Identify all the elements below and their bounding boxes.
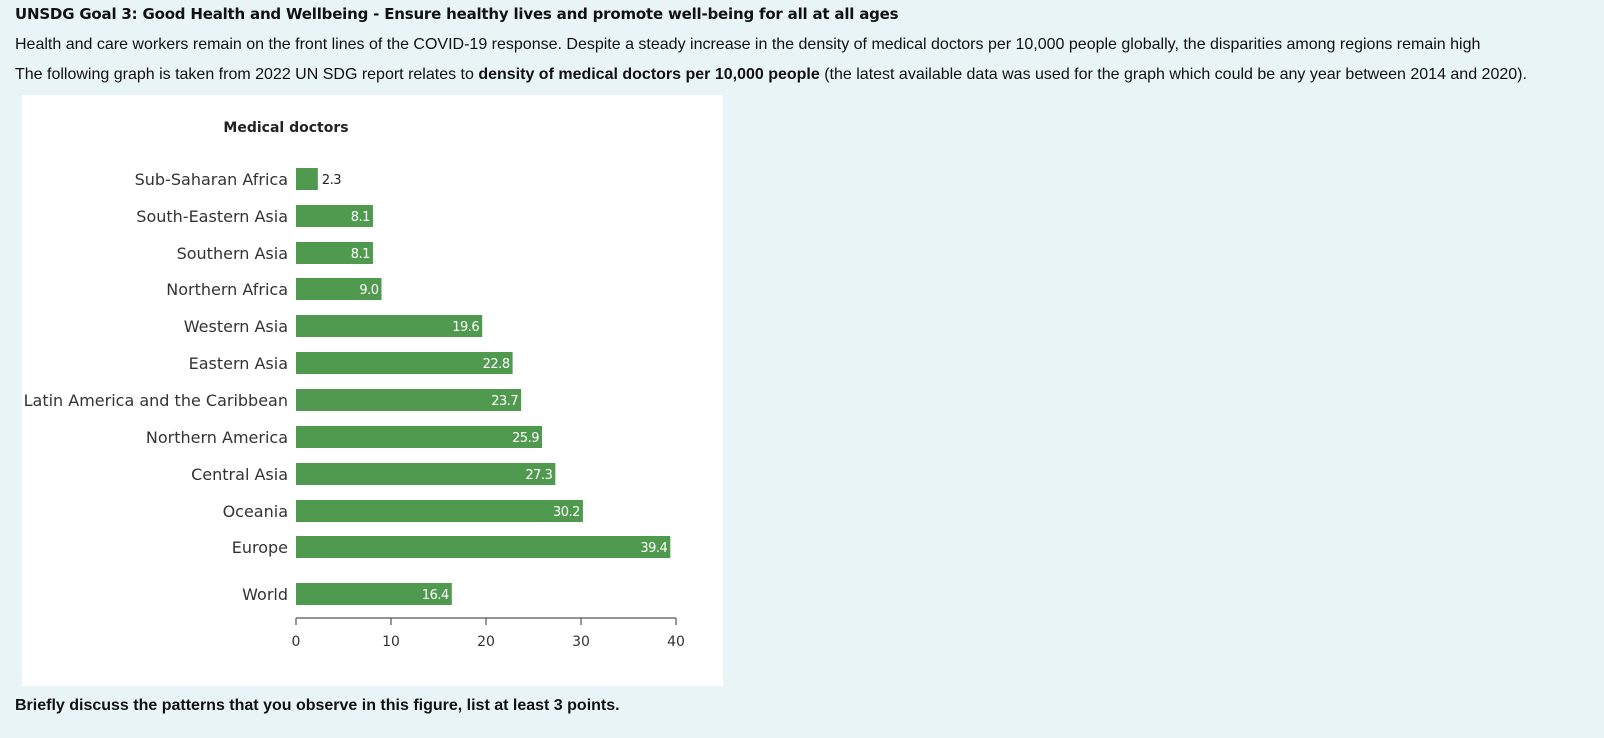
bar <box>296 242 373 264</box>
value-label: 9.0 <box>359 283 378 298</box>
x-tick-label: 0 <box>292 634 301 650</box>
bar <box>296 463 556 485</box>
category-label: Oceania <box>223 502 288 521</box>
intro-text: Health and care workers remain on the fr… <box>15 36 1481 53</box>
medical-doctors-chart: Medical doctors Sub-Saharan Africa 2.3 Sout… <box>24 120 685 650</box>
value-label: 27.3 <box>525 468 552 483</box>
value-label: 8.1 <box>351 247 370 262</box>
value-label: 19.6 <box>452 320 479 335</box>
value-label: 30.2 <box>553 505 580 520</box>
bar <box>296 536 671 558</box>
bar <box>296 500 583 522</box>
value-label: 39.4 <box>640 541 667 556</box>
category-label: South-Eastern Asia <box>136 207 288 226</box>
category-label: Northern America <box>146 428 288 447</box>
bar <box>296 205 373 227</box>
source-suffix: (the latest available data was used for … <box>819 66 1527 83</box>
value-label: 16.4 <box>422 588 449 603</box>
category-label: Southern Asia <box>177 244 288 263</box>
value-label: 22.8 <box>483 357 510 372</box>
page-heading: UNSDG Goal 3: Good Health and Wellbeing … <box>15 5 899 23</box>
bar <box>296 168 318 190</box>
bar <box>296 389 522 411</box>
x-tick-label: 20 <box>477 634 495 650</box>
category-label: World <box>242 585 288 604</box>
discussion-question: Briefly discuss the patterns that you ob… <box>15 697 620 714</box>
bar <box>296 278 382 300</box>
x-tick-label: 40 <box>667 634 685 650</box>
category-label: Central Asia <box>191 465 288 484</box>
source-prefix: The following graph is taken from 2022 U… <box>15 66 479 83</box>
value-label: 23.7 <box>491 394 518 409</box>
category-label: Sub-Saharan Africa <box>135 170 288 189</box>
source-bold: density of medical doctors per 10,000 pe… <box>478 66 820 83</box>
bar <box>296 352 513 374</box>
value-label: 2.3 <box>322 173 341 188</box>
category-label: Europe <box>232 538 288 557</box>
bar <box>296 315 483 337</box>
chart-panel: Medical doctors Sub-Saharan Africa 2.3 Sout… <box>22 95 723 686</box>
bar <box>296 426 543 448</box>
value-label: 25.9 <box>512 431 539 446</box>
category-label: Latin America and the Caribbean <box>24 391 288 410</box>
category-label: Western Asia <box>184 317 288 336</box>
source-text: The following graph is taken from 2022 U… <box>15 66 1527 84</box>
bar <box>296 583 452 605</box>
x-tick-label: 10 <box>382 634 400 650</box>
category-label: Northern Africa <box>166 280 288 299</box>
value-label: 8.1 <box>351 210 370 225</box>
x-tick-label: 30 <box>572 634 590 650</box>
category-label: Eastern Asia <box>189 354 288 373</box>
chart-title: Medical doctors <box>223 120 348 136</box>
